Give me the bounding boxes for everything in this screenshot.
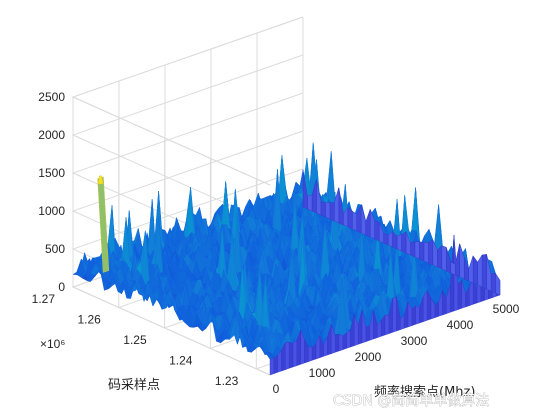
surface-front-skirt [415,305,420,325]
surface-side-skirt [347,207,353,230]
z-tick-label: 1500 [38,166,65,180]
x-axis-label: 频率搜索点(Mhz) [374,384,475,400]
surface-front-skirt [269,358,274,376]
surface-front-skirt [338,333,343,352]
surface-front-skirt [292,339,297,368]
surface-front-skirt [308,346,313,362]
y-axis-exponent: ×10⁶ [40,337,65,351]
surface-front-skirt [335,333,340,353]
watermark: CSDN @简简单单做算法 [333,392,489,409]
correlation-peak-tip [97,175,104,185]
y-tick-label: 1.25 [123,333,147,347]
y-tick-label: 1.27 [32,292,56,306]
surface-front-skirt [289,342,294,369]
surface-side-skirt [352,210,357,232]
z-tick-label: 2000 [38,128,65,142]
surface-side-skirt [329,202,335,222]
surface-side-skirt [320,201,326,218]
surface-front-skirt [411,305,416,326]
x-tick-label: 0 [273,382,280,396]
surface-side-skirt [374,219,380,242]
surface-side-skirt [441,245,447,272]
surface-side-skirt [481,254,487,290]
z-tick-label: 2500 [38,90,65,104]
surface-side-skirt [450,261,456,276]
surface-side-skirt [437,245,442,270]
surface-side-skirt [468,255,474,284]
surface-side-skirt [477,254,483,288]
surface-side-skirt [495,272,501,296]
surface-side-skirt [365,209,371,238]
correlation-peak [97,176,110,273]
surface-side-skirt [419,241,425,262]
surface-front-skirt [457,279,462,310]
surface-side-skirt [410,241,416,258]
z-tick-label: 0 [58,280,65,294]
surface-side-skirt [414,241,420,260]
surface-side-skirt [490,273,496,294]
surface-side-skirt [302,169,308,210]
surface-front-skirt [285,342,290,370]
surface-side-skirt [423,242,429,264]
x-tick-label: 1000 [309,366,336,380]
surface-front-skirt [342,332,347,350]
z-tick-label: 1000 [38,204,65,218]
z-grid-line [71,16,304,186]
surface-front-skirt [346,329,351,349]
surface-side-skirt [325,202,331,220]
y-tick-label: 1.26 [77,312,101,326]
x-tick-label: 2000 [355,350,382,364]
top-back-edge [71,16,304,186]
surface-front-skirt [384,314,389,336]
surface-side-skirt [307,194,313,212]
surface-side-skirt [459,243,465,280]
surface-side-skirt [361,204,366,236]
surface-side-skirt [428,239,433,266]
surface-front-skirt [392,296,397,333]
surface-side-skirt [472,255,478,286]
z-tick-label: 500 [45,242,65,256]
y-axis-label: 码采样点 [108,378,160,393]
surface-side-skirt [396,234,402,252]
surface-side-skirt [455,243,460,278]
surface-front-skirt [273,354,278,374]
surface-front-skirt [365,325,370,342]
z-grid-line [71,54,304,224]
x-tick-label: 3000 [401,334,428,348]
y-tick-label: 1.24 [169,353,193,367]
x-tick-label: 4000 [447,318,474,332]
x-tick-label: 5000 [493,302,520,316]
y-tick-label: 1.23 [215,374,239,388]
surface-side-skirt [401,231,407,254]
